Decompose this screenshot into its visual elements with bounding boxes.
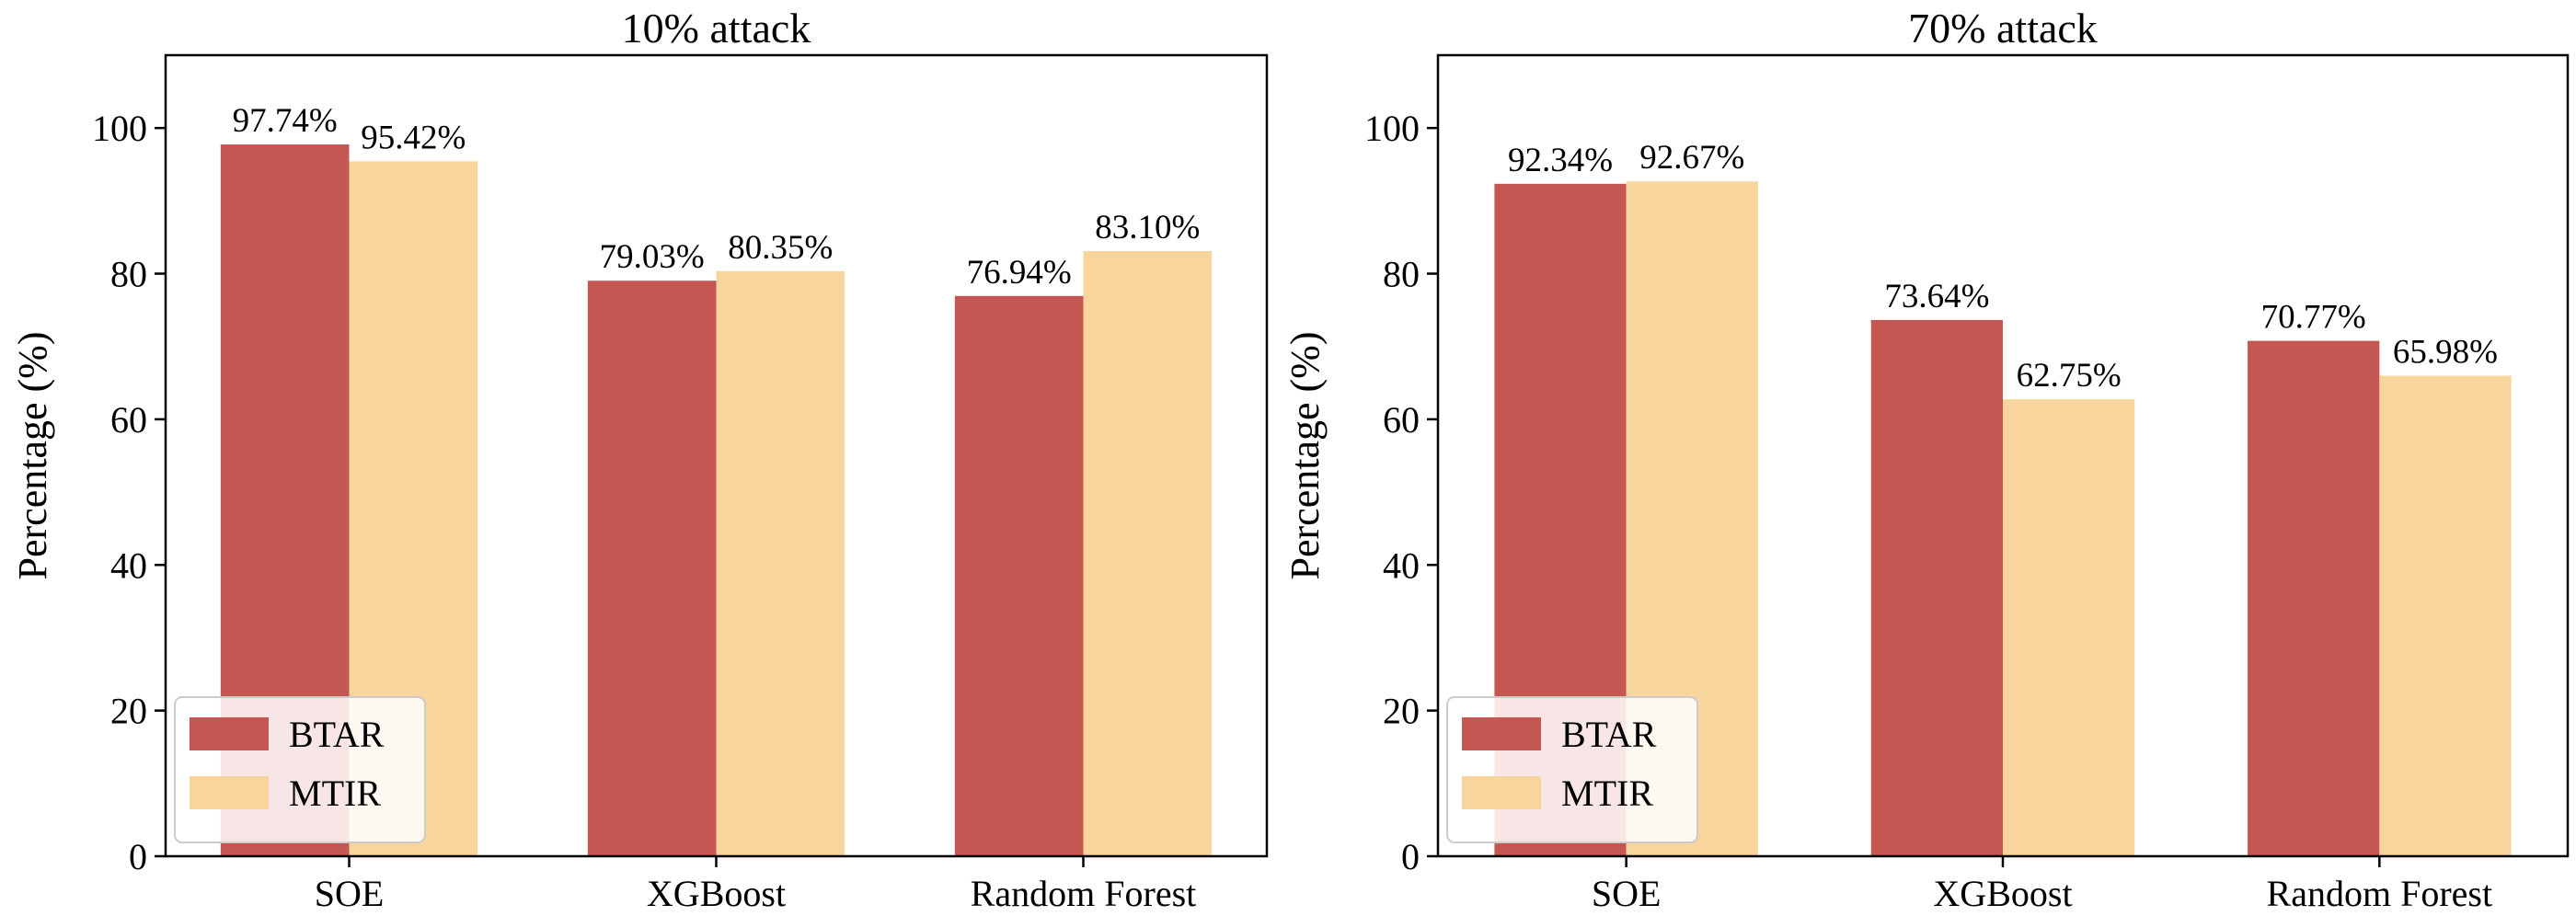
bar-data-label: 73.64% <box>1884 278 1989 315</box>
legend: BTAR MTIR <box>1447 697 1697 842</box>
bar-data-label: 97.74% <box>233 102 338 140</box>
legend-swatch-mtir <box>190 776 269 809</box>
bar-data-label: 76.94% <box>967 254 1072 292</box>
y-tick-label: 100 <box>92 108 147 149</box>
y-tick-label: 40 <box>1383 544 1420 586</box>
bar-btar-2 <box>955 296 1084 856</box>
bar-data-label: 62.75% <box>2017 357 2122 395</box>
y-tick-label: 60 <box>110 399 147 441</box>
bar-data-label: 70.77% <box>2261 299 2366 337</box>
x-tick-label: SOE <box>1592 873 1662 914</box>
bar-btar-1 <box>1871 320 2003 856</box>
bar-data-label: 83.10% <box>1095 209 1200 246</box>
bar-mtir-1 <box>717 271 845 856</box>
x-tick-label: SOE <box>315 873 385 914</box>
y-tick-label: 20 <box>110 691 147 732</box>
bar-data-label: 92.34% <box>1508 142 1613 179</box>
y-tick-label: 80 <box>110 254 147 295</box>
y-tick-label: 80 <box>1383 254 1420 295</box>
bar-data-label: 92.67% <box>1639 139 1744 177</box>
y-tick-label: 60 <box>1383 399 1420 441</box>
y-tick-label: 100 <box>1364 108 1420 149</box>
legend-label-btar: BTAR <box>1561 714 1657 755</box>
bar-data-label: 95.42% <box>361 119 466 156</box>
chart-title: 70% attack <box>1908 5 2098 52</box>
bar-mtir-2 <box>1084 251 1213 856</box>
legend: BTAR MTIR <box>175 697 425 842</box>
legend-label-mtir: MTIR <box>1561 773 1653 814</box>
y-tick-label: 0 <box>129 836 147 877</box>
bar-data-label: 79.03% <box>600 238 705 276</box>
bar-data-label: 80.35% <box>728 229 833 267</box>
bar-btar-1 <box>588 281 717 856</box>
legend-label-btar: BTAR <box>289 714 385 755</box>
bar-mtir-1 <box>2003 399 2134 856</box>
y-tick-label: 20 <box>1383 691 1420 732</box>
y-tick-label: 0 <box>1401 836 1420 877</box>
legend-swatch-btar <box>190 717 269 750</box>
legend-swatch-btar <box>1462 717 1541 750</box>
y-axis-label: Percentage (%) <box>1282 332 1328 580</box>
x-tick-label: Random Forest <box>971 873 1197 914</box>
bar-mtir-2 <box>2379 376 2511 856</box>
y-tick-label: 40 <box>110 544 147 586</box>
chart-title: 10% attack <box>622 5 811 52</box>
bar-btar-2 <box>2248 341 2379 856</box>
y-axis-label: Percentage (%) <box>10 332 55 580</box>
x-tick-label: XGBoost <box>1933 873 2072 914</box>
legend-label-mtir: MTIR <box>289 773 381 814</box>
x-tick-label: XGBoost <box>647 873 786 914</box>
x-tick-label: Random Forest <box>2267 873 2493 914</box>
bar-data-label: 65.98% <box>2393 334 2498 372</box>
figure: 10% attack Percentage (%) 0 20 40 60 80 100 SOE 9… <box>0 0 2576 916</box>
legend-swatch-mtir <box>1462 776 1541 809</box>
